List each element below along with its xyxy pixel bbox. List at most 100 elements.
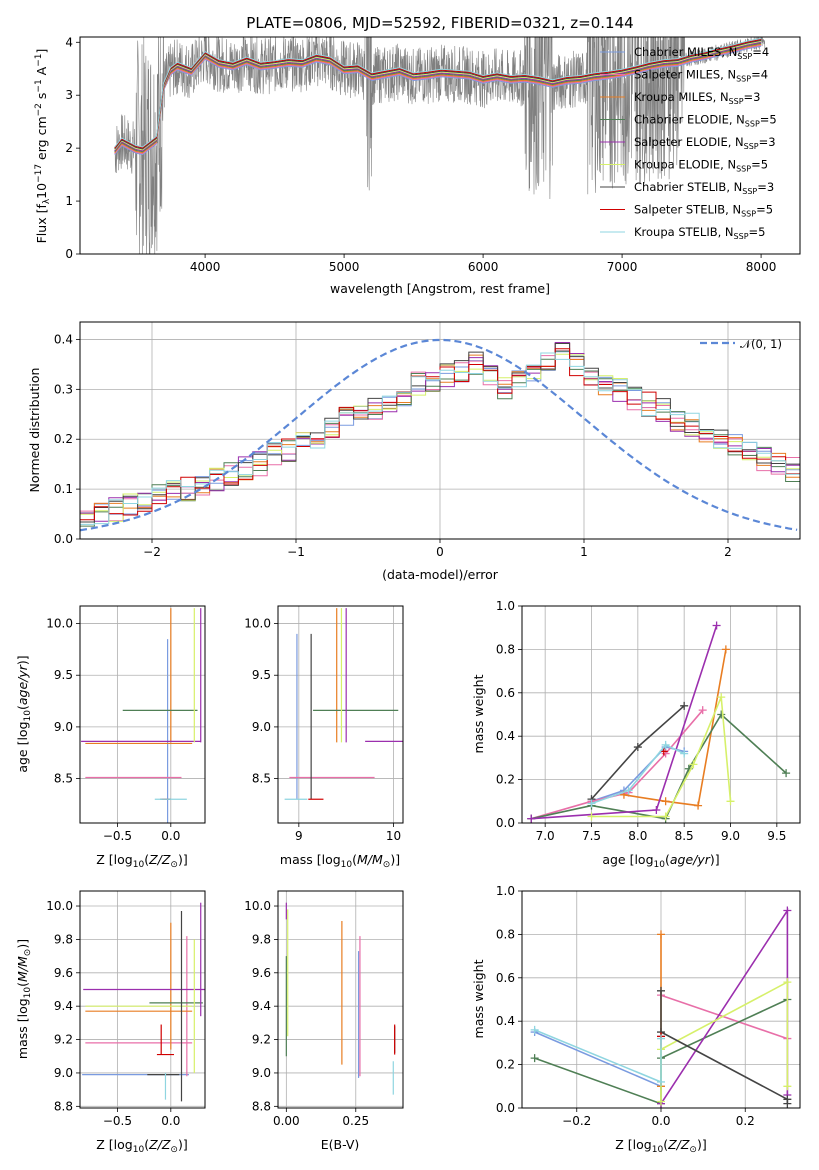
mass_vs_ebv-ytick-label: 9.0 (252, 1066, 271, 1080)
weight_vs_age-ytick-label: 0.2 (496, 773, 515, 787)
weight-vs-age-xlabel: age [log10(age/yr)] (602, 852, 719, 870)
weight_vs_age-ytick-label: 1.0 (496, 599, 515, 613)
age_vs_mass-ytick-label: 10.0 (244, 617, 271, 631)
residuals-ytick-label: 0.0 (54, 532, 73, 546)
mass_vs_ebv-xtick-label: 0.00 (273, 1114, 300, 1128)
spectrum-ytick-label: 1 (65, 194, 73, 208)
residuals-xlabel: (data-model)/error (382, 567, 499, 582)
weight-line-kroupa-stelib (591, 743, 685, 805)
residuals-ytick-label: 0.2 (54, 432, 73, 446)
model-spectrum-line-salpeter-miles (114, 44, 762, 155)
model-spectrum-line-chabrier-miles (114, 45, 762, 156)
weight-line-kroupa-stelib (534, 1029, 662, 1084)
mass_vs_ebv-ytick-label: 10.0 (244, 899, 271, 913)
age_vs_Z-ytick-label: 9.5 (54, 668, 73, 682)
residuals-xtick-label: 1 (580, 545, 588, 559)
mass_vs_ebv-xtick-label: 0.25 (342, 1114, 369, 1128)
weight-point-kroupa-miles (657, 930, 665, 939)
mass_vs_Z-plot-area (80, 891, 205, 1108)
mass_vs_Z-ytick-label: 9.6 (54, 966, 73, 980)
legend-label: 𝒩(0, 1) (740, 337, 782, 351)
spectrum-xtick-label: 4000 (190, 260, 221, 274)
weight-point-kroupa-stelib (661, 740, 670, 749)
weight-point-kroupa-elodie (717, 693, 726, 702)
spectrum-xtick-label: 8000 (746, 260, 777, 274)
spectrum-xlabel: wavelength [Angstrom, rest frame] (330, 281, 550, 296)
mass_vs_ebv-frame (277, 890, 404, 1109)
weight-point-kroupa-elodie (783, 1082, 792, 1091)
weight_vs_Z-xtick-label: 0.2 (736, 1114, 755, 1128)
residuals-axes: −2 −1 0 1 2 0.0 0.1 0.2 0.3 0.4 𝒩(0, 1) (54, 321, 801, 559)
residuals-frame (79, 321, 801, 540)
spectrum-axes: 4000 5000 6000 7000 8000 0 1 2 3 4 Chabrier MILES,… (65, 35, 801, 274)
legend-label: Kroupa STELIB, NSSP=5 (634, 225, 765, 241)
spectrum-ylabel: Flux [fλ10−17 erg cm−2 s−1 A−1] (34, 49, 52, 244)
histogram-step-salpeter-elodie (80, 342, 800, 522)
weight-point-salpeter-elodie (527, 814, 536, 823)
model-spectrum-line-salpeter-elodie (114, 41, 762, 152)
weight_vs_Z-frame (521, 890, 801, 1109)
age_vs_mass-xtick-label: 9 (295, 829, 303, 843)
mass_vs_ebv-ytick-label: 9.4 (252, 999, 271, 1013)
legend-entry: Salpeter MILES, NSSP=4 (600, 68, 768, 84)
legend-entry: Chabrier ELODIE, NSSP=5 (600, 113, 777, 129)
spectrum-plot-area (114, 37, 766, 254)
weight_vs_age-xtick-label: 9.0 (721, 829, 740, 843)
residuals-ytick-label: 0.1 (54, 482, 73, 496)
age_vs_Z-xtick-label: −0.5 (103, 829, 132, 843)
weight_vs_Z-ytick-label: 0.8 (496, 927, 515, 941)
weight-point-chabrier-elodie (530, 1054, 539, 1063)
weight-vs-z-xlabel: Z [log10(Z/Z⊙)] (615, 1137, 706, 1155)
legend-entry: Kroupa STELIB, NSSP=5 (600, 225, 765, 241)
mass_vs_ebv-axes: 0.00 0.25 8.8 9.0 9.2 9.4 9.6 9.8 10.0 (244, 890, 404, 1128)
spectrum-xtick-label: 6000 (468, 260, 499, 274)
residuals-ytick-label: 0.4 (54, 332, 73, 346)
model-spectrum-line-kroupa-stelib (114, 38, 762, 148)
spectrum-frame (79, 36, 801, 255)
mass-vs-z-xlabel: Z [log10(Z/Z⊙)] (96, 1137, 187, 1155)
weight-point-kroupa-elodie (661, 812, 670, 821)
weight-line-salpeter-miles (660, 994, 788, 1040)
weight-line-salpeter-elodie (660, 907, 789, 1105)
mass_vs_Z-xtick-label: −0.5 (103, 1114, 132, 1128)
model-spectrum-line-kroupa-miles (114, 43, 762, 154)
age_vs_mass-frame (277, 605, 404, 824)
weight_vs_Z-plot-area (522, 891, 800, 1108)
residuals-plot-area (80, 322, 800, 539)
mass_vs_Z-ytick-label: 8.8 (54, 1099, 73, 1113)
weight_vs_age-xtick-label: 7.5 (582, 829, 601, 843)
weight_vs_Z-axes: −0.2 0.0 0.2 0.0 0.2 0.4 0.6 0.8 1.0 (496, 884, 801, 1128)
model-spectrum-line-salpeter-stelib (114, 38, 762, 149)
legend-label: Salpeter ELODIE, NSSP=3 (634, 135, 776, 151)
spectrum-xtick-label: 5000 (329, 260, 360, 274)
weight-point-kroupa-miles (721, 645, 730, 654)
mass_vs_Z-xtick-label: 0.0 (161, 1114, 180, 1128)
residuals-xtick-label: 0 (436, 545, 444, 559)
spectrum-ytick-label: 3 (65, 88, 73, 102)
weight-point-chabrier-elodie (717, 710, 726, 719)
legend-entry: Salpeter STELIB, NSSP=5 (600, 203, 773, 219)
weight_vs_age-ytick-label: 0.0 (496, 816, 515, 830)
age_vs_mass-plot-area (278, 606, 403, 823)
age-vs-z-ylabel: age [log10(age/yr)] (15, 655, 33, 772)
residuals-xtick-label: −1 (287, 545, 305, 559)
weight-point-kroupa-stelib (657, 1034, 665, 1043)
weight-point-kroupa-stelib (530, 1025, 539, 1034)
residuals-xtick-label: −2 (143, 545, 161, 559)
age_vs_Z-ytick-label: 9.0 (54, 720, 73, 734)
histogram-step-chabrier-elodie (80, 350, 800, 527)
normal-distribution-curve (80, 338, 798, 532)
weight-point-chabrier-elodie (782, 769, 791, 778)
model-spectrum-line-chabrier-stelib (114, 39, 762, 150)
weight_vs_age-ytick-label: 0.4 (496, 729, 515, 743)
histogram-step-chabrier-stelib (80, 343, 800, 523)
mass_vs_Z-ytick-label: 9.8 (54, 932, 73, 946)
weight-point-kroupa-elodie (689, 760, 698, 769)
weight-point-chabrier-stelib (633, 743, 642, 752)
weight-vs-age-ylabel: mass weight (471, 674, 486, 753)
weight_vs_age-axes: 7.0 7.5 8.0 8.5 9.0 9.5 0.0 0.2 0.4 0.6 0.8 1.0 (496, 599, 801, 843)
legend-entry: Kroupa MILES, NSSP=3 (600, 90, 760, 106)
weight-point-kroupa-miles (694, 801, 703, 810)
weight-point-kroupa-stelib (680, 749, 689, 758)
